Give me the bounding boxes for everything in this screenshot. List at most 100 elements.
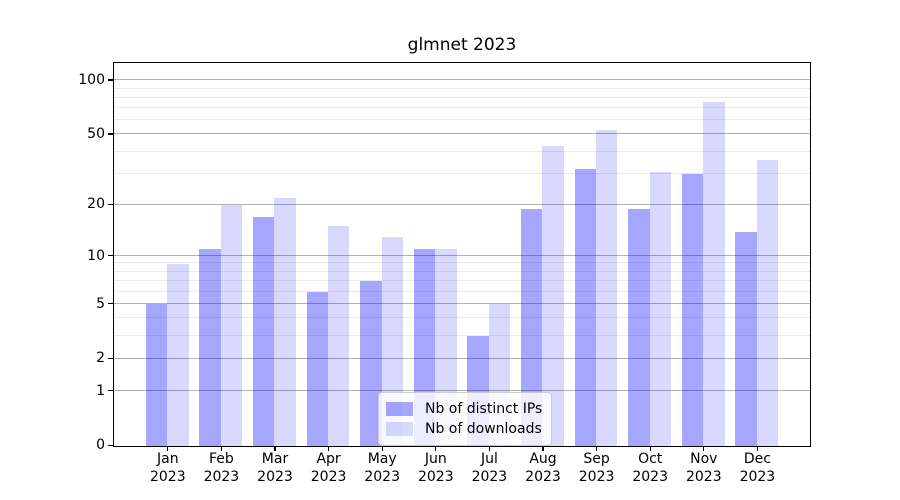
x-tick-year-sep: 2023 xyxy=(578,468,615,485)
gridline-major-2 xyxy=(114,357,810,359)
y-tick-label-5: 5 xyxy=(96,295,105,312)
x-tick-label-feb: Feb 2023 xyxy=(189,451,253,486)
x-tick-label-jun: Jun 2023 xyxy=(404,451,468,486)
bar-nb-of-distinct-ips-jan xyxy=(145,304,168,446)
x-tick-may xyxy=(381,446,383,451)
gridline-major-100 xyxy=(114,79,810,81)
bar-nb-of-distinct-ips-may xyxy=(360,281,382,446)
legend-label-distinct-ips: Nb of distinct IPs xyxy=(425,401,543,417)
y-tick-label-2: 2 xyxy=(96,350,105,367)
gridline-minor-8 xyxy=(114,270,810,272)
bar-nb-of-distinct-ips-mar xyxy=(253,217,275,446)
gridline-major-5 xyxy=(114,302,810,304)
x-tick-label-jul: Jul 2023 xyxy=(457,451,521,486)
y-tick-0 xyxy=(108,444,113,447)
bar-nb-of-downloads-jan xyxy=(167,263,189,446)
x-tick-month-may: May xyxy=(367,451,397,467)
legend-row-distinct-ips: Nb of distinct IPs xyxy=(386,399,542,419)
x-tick-year-aug: 2023 xyxy=(525,468,561,485)
y-tick-label-1: 1 xyxy=(96,382,105,399)
x-tick-label-may: May 2023 xyxy=(350,451,414,486)
x-tick-label-apr: Apr 2023 xyxy=(297,451,361,486)
bar-nb-of-distinct-ips-sep xyxy=(574,169,596,446)
legend: Nb of distinct IPs Nb of downloads xyxy=(378,392,553,446)
x-tick-year-mar: 2023 xyxy=(257,468,293,485)
gridline-minor-90 xyxy=(114,87,810,89)
x-tick-dec xyxy=(756,446,759,451)
bar-nb-of-downloads-feb xyxy=(220,204,243,446)
bar-nb-of-downloads-sep xyxy=(596,130,618,446)
x-tick-month-dec: Dec xyxy=(743,451,771,467)
x-tick-month-apr: Apr xyxy=(316,451,341,467)
gridline-minor-3 xyxy=(114,335,810,336)
x-tick-year-apr: 2023 xyxy=(310,468,347,485)
y-tick-label-50: 50 xyxy=(87,126,105,142)
gridline-major-1 xyxy=(114,389,810,391)
gridline-minor-80 xyxy=(114,96,810,98)
x-tick-label-mar: Mar 2023 xyxy=(243,451,307,486)
x-tick-jun xyxy=(435,446,437,451)
x-tick-label-dec: Dec 2023 xyxy=(725,451,789,486)
x-tick-year-feb: 2023 xyxy=(203,468,240,485)
x-tick-feb xyxy=(220,446,223,451)
x-tick-label-jan: Jan 2023 xyxy=(136,451,200,486)
y-tick-label-100: 100 xyxy=(78,71,105,88)
bar-nb-of-distinct-ips-aug xyxy=(521,208,543,446)
gridline-minor-4 xyxy=(114,317,810,319)
x-tick-sep xyxy=(595,446,598,451)
x-tick-label-sep: Sep 2023 xyxy=(565,451,629,486)
bar-nb-of-distinct-ips-oct xyxy=(628,208,650,446)
y-tick-20 xyxy=(108,203,113,205)
gridline-major-50 xyxy=(114,133,810,135)
x-tick-apr xyxy=(327,446,330,451)
bar-nb-of-downloads-nov xyxy=(703,101,725,446)
y-tick-10 xyxy=(108,254,113,257)
x-tick-month-mar: Mar xyxy=(261,451,289,467)
x-tick-year-jan: 2023 xyxy=(149,468,186,485)
bar-nb-of-distinct-ips-apr xyxy=(306,291,328,446)
gridline-minor-60 xyxy=(114,119,810,121)
x-tick-month-feb: Feb xyxy=(208,451,234,467)
bar-nb-of-downloads-dec xyxy=(756,160,779,446)
y-tick-label-0: 0 xyxy=(96,437,105,454)
gridline-minor-70 xyxy=(114,107,810,109)
y-tick-1 xyxy=(108,389,113,392)
gridline-minor-30 xyxy=(114,172,810,174)
bar-nb-of-downloads-mar xyxy=(274,197,296,446)
x-tick-month-oct: Oct xyxy=(638,451,663,467)
gridline-major-10 xyxy=(114,254,810,256)
bar-nb-of-downloads-oct xyxy=(649,171,671,446)
gridline-minor-40 xyxy=(114,150,810,152)
x-tick-month-nov: Nov xyxy=(690,451,718,467)
gridline-minor-6 xyxy=(114,290,810,292)
x-tick-nov xyxy=(703,446,705,451)
y-tick-50 xyxy=(108,133,113,135)
legend-row-downloads: Nb of downloads xyxy=(386,419,542,439)
x-tick-year-nov: 2023 xyxy=(685,468,722,485)
bar-nb-of-distinct-ips-dec xyxy=(735,231,757,446)
x-tick-month-sep: Sep xyxy=(583,451,610,467)
bar-nb-of-distinct-ips-nov xyxy=(681,174,704,446)
x-tick-year-oct: 2023 xyxy=(632,468,668,485)
x-tick-jul xyxy=(488,446,491,451)
bar-nb-of-downloads-aug xyxy=(542,146,564,446)
x-tick-year-may: 2023 xyxy=(364,468,400,485)
bar-nb-of-distinct-ips-feb xyxy=(199,249,221,446)
x-tick-year-jul: 2023 xyxy=(471,468,508,485)
y-tick-label-20: 20 xyxy=(87,196,105,213)
gridline-major-20 xyxy=(114,203,810,205)
y-tick-100 xyxy=(108,79,113,81)
gridline-minor-7 xyxy=(114,280,810,282)
x-tick-jan xyxy=(167,446,169,451)
chart-title: glmnet 2023 xyxy=(407,35,517,55)
legend-swatch-distinct-ips xyxy=(386,402,413,416)
y-tick-label-10: 10 xyxy=(87,247,105,264)
x-tick-year-jun: 2023 xyxy=(417,468,454,485)
y-tick-5 xyxy=(108,302,113,305)
x-tick-year-dec: 2023 xyxy=(739,468,776,485)
plot-area xyxy=(113,62,811,447)
x-tick-month-jun: Jun xyxy=(424,451,447,467)
x-tick-month-jul: Jul xyxy=(480,451,498,467)
legend-label-downloads: Nb of downloads xyxy=(425,421,542,437)
